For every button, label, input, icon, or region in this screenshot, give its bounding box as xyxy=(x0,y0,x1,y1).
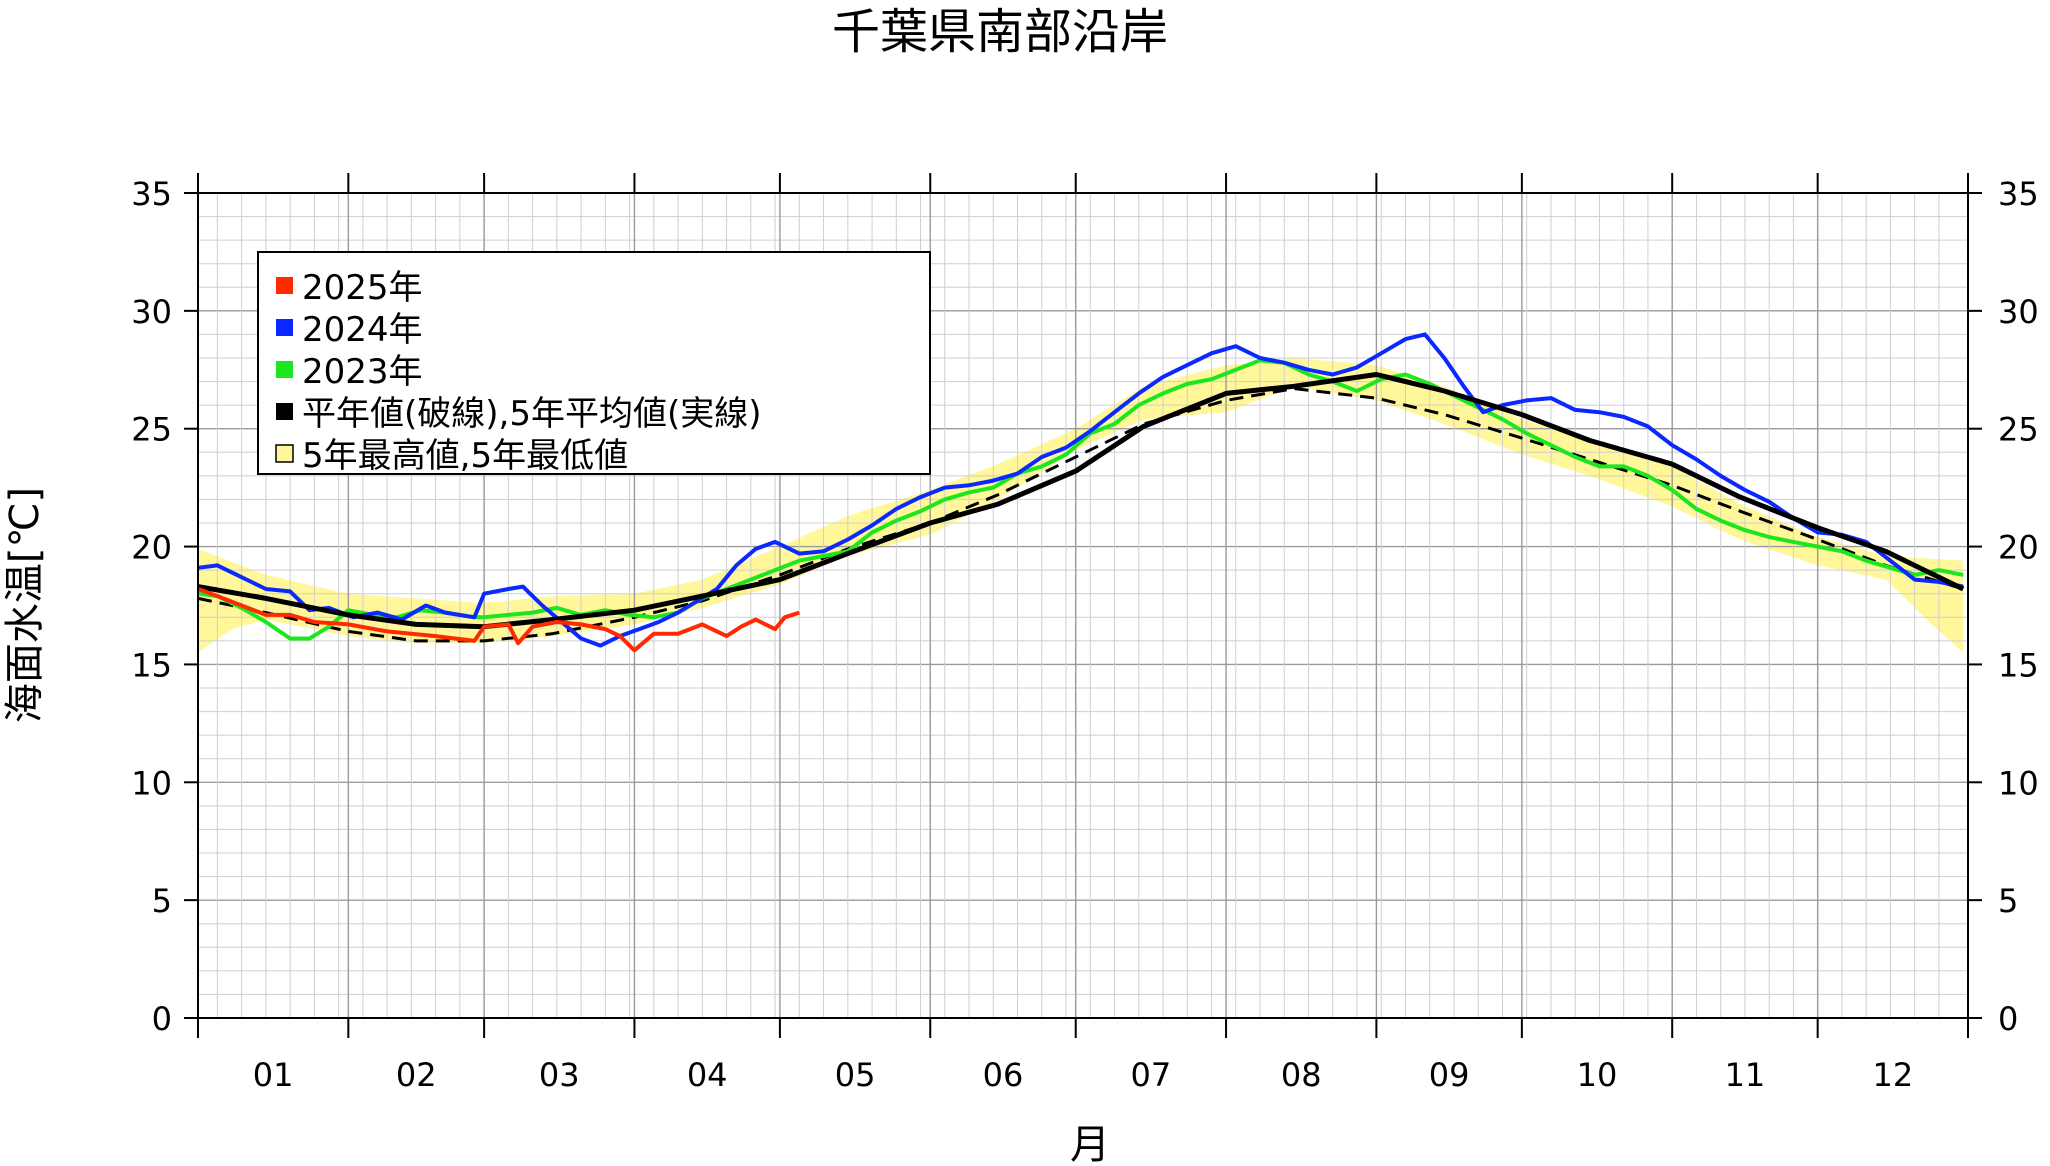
y-tick-label-right: 25 xyxy=(1998,411,2039,449)
x-tick-label: 08 xyxy=(1281,1056,1322,1094)
y-tick-label-left: 20 xyxy=(131,529,172,567)
y-tick-label-right: 15 xyxy=(1998,646,2039,684)
legend-swatch xyxy=(276,319,293,336)
x-tick-label: 07 xyxy=(1131,1056,1172,1094)
y-tick-label-right: 20 xyxy=(1998,529,2039,567)
series-line-2023 xyxy=(197,358,1964,641)
y-tick-label-left: 25 xyxy=(131,411,172,449)
y-tick-label-right: 10 xyxy=(1998,764,2039,802)
y-tick-label-left: 5 xyxy=(152,882,172,920)
plot-frame xyxy=(197,192,1969,1019)
legend-label: 2023年 xyxy=(302,352,423,392)
series-lines-layer xyxy=(197,332,1965,653)
y-tick-label-right: 30 xyxy=(1998,293,2039,331)
legend-swatch xyxy=(276,403,293,420)
x-tick-label: 12 xyxy=(1872,1056,1913,1094)
series-line-2024 xyxy=(197,332,1964,648)
y-tick-label-right: 0 xyxy=(1998,1000,2018,1038)
y-tick-label-left: 10 xyxy=(131,764,172,802)
legend-label: 5年最高値,5年最低値 xyxy=(302,436,628,476)
series-line-2025 xyxy=(197,587,800,653)
x-axis-label: 月 xyxy=(1070,1122,1110,1166)
y-tick-label-left: 30 xyxy=(131,293,172,331)
legend: 2025年2024年2023年平年値(破線),5年平均値(実線)5年最高値,5年… xyxy=(257,251,931,476)
y-tick-label-right: 5 xyxy=(1998,882,2018,920)
x-tick-label: 05 xyxy=(835,1056,876,1094)
y-axis-label: 海面水温[℃] xyxy=(2,487,48,723)
chart-title: 千葉県南部沿岸 xyxy=(832,4,1168,60)
x-tick-label: 11 xyxy=(1725,1056,1766,1094)
y-tick-label-right: 35 xyxy=(1998,175,2039,213)
x-tick-label: 06 xyxy=(983,1056,1024,1094)
x-tick-label: 02 xyxy=(396,1056,437,1094)
legend-label: 2024年 xyxy=(302,310,423,350)
legend-swatch xyxy=(276,277,293,294)
legend-swatch xyxy=(275,444,294,463)
legend-items: 2025年2024年2023年平年値(破線),5年平均値(実線)5年最高値,5年… xyxy=(275,268,762,476)
legend-label: 平年値(破線),5年平均値(実線) xyxy=(302,394,762,434)
y-tick-label-left: 15 xyxy=(131,646,172,684)
legend-label: 2025年 xyxy=(302,268,423,308)
x-tick-label: 03 xyxy=(539,1056,580,1094)
y-tick-label-left: 35 xyxy=(131,175,172,213)
x-tick-label: 10 xyxy=(1577,1056,1618,1094)
x-tick-label: 09 xyxy=(1429,1056,1470,1094)
x-tick-label: 04 xyxy=(687,1056,728,1094)
y-tick-label-left: 0 xyxy=(152,1000,172,1038)
x-tick-label: 01 xyxy=(253,1056,294,1094)
legend-box xyxy=(257,251,931,475)
legend-swatch xyxy=(276,361,293,378)
series-line-normal xyxy=(197,387,1964,643)
